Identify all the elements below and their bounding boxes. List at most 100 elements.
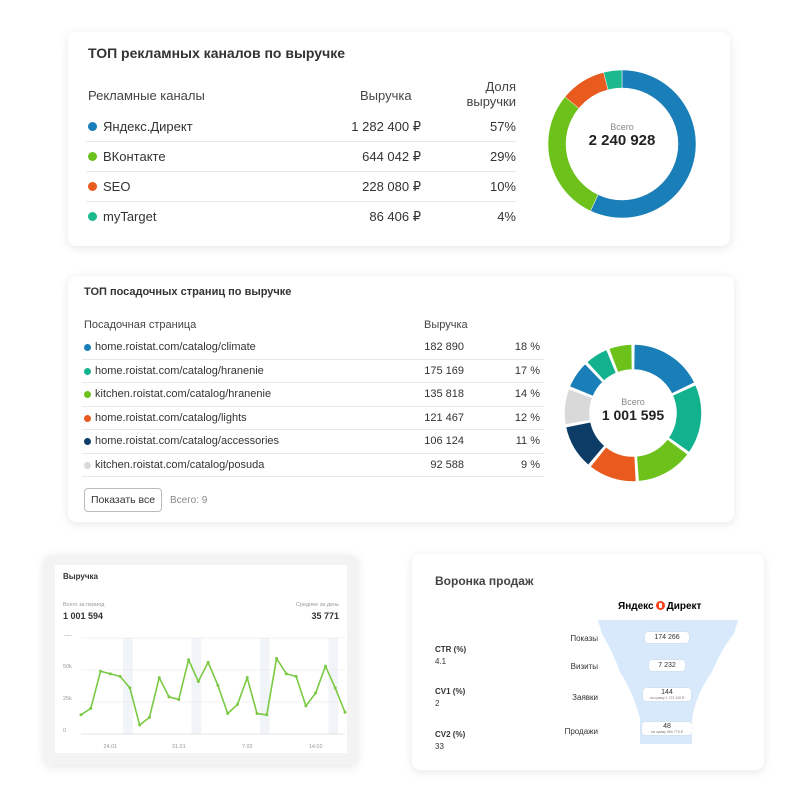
y-tick-label: 25k bbox=[63, 696, 72, 702]
channels-col-channel: Рекламные каналы bbox=[88, 88, 205, 103]
revenue-point bbox=[255, 712, 259, 716]
row-divider bbox=[82, 405, 544, 407]
brand-part1: Яндекс bbox=[618, 601, 654, 612]
page-row: home.roistat.com/catalog/hranenie 175 169… bbox=[82, 360, 544, 383]
weekend-band bbox=[328, 638, 339, 734]
show-all-button[interactable]: Показать все bbox=[84, 488, 163, 512]
channels-card: ТОП рекламных каналов по выручке Рекламн… bbox=[68, 32, 730, 246]
page-share: 9 % bbox=[521, 458, 540, 471]
revenue-point bbox=[343, 710, 347, 714]
channel-name: ВКонтакте bbox=[103, 149, 166, 164]
page-color-dot bbox=[84, 461, 91, 469]
row-divider bbox=[82, 429, 544, 430]
pages-col-page: Посадочная страница bbox=[84, 319, 197, 331]
pages-donut-total: 1 001 595 bbox=[601, 407, 665, 423]
period-label: Всего за период bbox=[63, 602, 105, 608]
page-color-dot bbox=[84, 438, 91, 445]
revenue-point bbox=[226, 712, 230, 716]
revenue-point bbox=[314, 691, 318, 695]
row-divider bbox=[86, 171, 516, 172]
channel-share: 10% bbox=[489, 179, 516, 194]
revenue-chart-panel: Выручка Всего за период 1 001 594 Средне… bbox=[55, 565, 347, 753]
funnel-stage-value: 144 bbox=[661, 689, 673, 696]
funnel-card: Воронка продаж Яндекс Директ CTR (%) 4.1 CV… bbox=[412, 554, 764, 770]
page-revenue: 106 124 bbox=[424, 435, 464, 447]
page-share: 12 % bbox=[514, 411, 540, 424]
weekend-band bbox=[191, 638, 202, 734]
revenue-point bbox=[275, 656, 279, 660]
revenue-point bbox=[118, 674, 122, 678]
channel-share: 57% bbox=[489, 119, 516, 134]
channel-color-dot bbox=[88, 212, 97, 221]
donut-segment bbox=[590, 69, 697, 219]
y-tick-label: 0 bbox=[63, 728, 66, 734]
channels-col-share-line2: выручки bbox=[466, 94, 516, 109]
funnel-stage-label: Продажи bbox=[564, 727, 598, 736]
channel-share: 29% bbox=[489, 149, 516, 164]
revenue-point bbox=[294, 674, 298, 678]
row-divider bbox=[82, 452, 544, 454]
channel-revenue: 86 406 ₽ bbox=[369, 209, 421, 224]
channel-row: myTarget 86 406 ₽ 4% bbox=[86, 202, 516, 232]
page-row: kitchen.roistat.com/catalog/hranenie 135 … bbox=[82, 383, 544, 407]
page-color-dot bbox=[84, 367, 91, 375]
channel-name: Яндекс.Директ bbox=[103, 119, 193, 134]
donut-segment bbox=[547, 96, 599, 212]
page-revenue: 135 818 bbox=[424, 388, 464, 400]
weekend-band bbox=[259, 638, 270, 734]
funnel-stage-sum: на сумму 1 723 100 ₽ bbox=[649, 696, 685, 700]
page-share: 11 % bbox=[515, 435, 540, 447]
page-color-dot bbox=[84, 391, 91, 398]
row-divider bbox=[82, 382, 544, 383]
channels-col-revenue: Выручка bbox=[360, 88, 412, 103]
channel-color-dot bbox=[88, 122, 97, 131]
revenue-point bbox=[138, 723, 142, 727]
revenue-point bbox=[235, 703, 239, 707]
donut-segment bbox=[635, 437, 690, 483]
donut-segment bbox=[564, 420, 607, 467]
channels-donut-chart bbox=[547, 69, 697, 219]
page-row: home.roistat.com/catalog/lights 121 467 12… bbox=[82, 407, 544, 430]
pages-total-count: Всего: 9 bbox=[170, 495, 208, 506]
daily-value: 35 771 bbox=[311, 611, 339, 621]
daily-label: Среднее за день bbox=[295, 602, 339, 608]
channels-donut-label: Всего bbox=[610, 122, 634, 132]
funnel-metric-label: CTR (%) bbox=[435, 645, 467, 654]
funnel-stage-value-box: 7 232 bbox=[649, 660, 685, 671]
channel-share: 4% bbox=[497, 209, 516, 224]
revenue-point bbox=[167, 695, 171, 699]
pages-card: ТОП посадочных страниц по выручке Посадо… bbox=[68, 276, 734, 522]
donut-segment bbox=[585, 348, 618, 383]
funnel-stage-value: 48 bbox=[663, 723, 671, 730]
donut-segment bbox=[632, 343, 697, 396]
page-row: home.roistat.com/catalog/climate 182 890 1… bbox=[82, 336, 544, 360]
page-row: home.roistat.com/catalog/accessories 106 … bbox=[82, 430, 544, 454]
revenue-point bbox=[323, 664, 327, 668]
funnel-stage-value-box: 48 на сумму 560 770 ₽ bbox=[642, 722, 692, 735]
revenue-series-line bbox=[80, 657, 346, 726]
channel-name: myTarget bbox=[103, 209, 157, 224]
page-color-dot bbox=[84, 414, 91, 422]
revenue-line-chart: 75k 50k 25k 0 24.01 31.01 7.02 14.02 bbox=[63, 635, 347, 750]
revenue-point bbox=[187, 658, 191, 662]
x-tick-label: 14.02 bbox=[309, 744, 323, 750]
pages-donut-label: Всего bbox=[621, 397, 645, 407]
donut-segment bbox=[563, 387, 594, 426]
page-url: home.roistat.com/catalog/lights bbox=[95, 411, 247, 424]
funnel-metric-value: 2 bbox=[435, 699, 440, 708]
revenue-point bbox=[265, 713, 269, 717]
row-divider bbox=[86, 141, 516, 142]
pages-title: ТОП посадочных страниц по выручке bbox=[84, 286, 292, 298]
channel-revenue: 644 042 ₽ bbox=[362, 149, 421, 164]
page-url: kitchen.roistat.com/catalog/hranenie bbox=[95, 388, 272, 400]
channel-color-dot bbox=[88, 152, 97, 161]
revenue-point bbox=[206, 660, 210, 664]
donut-segment bbox=[603, 69, 623, 91]
funnel-stage-value: 7 232 bbox=[658, 662, 676, 669]
period-value: 1 001 594 bbox=[63, 611, 104, 621]
pages-col-revenue: Выручка bbox=[424, 319, 468, 331]
revenue-point bbox=[99, 669, 103, 673]
channels-donut-center: Всего 2 240 928 bbox=[546, 122, 698, 149]
row-divider bbox=[82, 358, 544, 360]
page-url: home.roistat.com/catalog/climate bbox=[95, 341, 256, 353]
